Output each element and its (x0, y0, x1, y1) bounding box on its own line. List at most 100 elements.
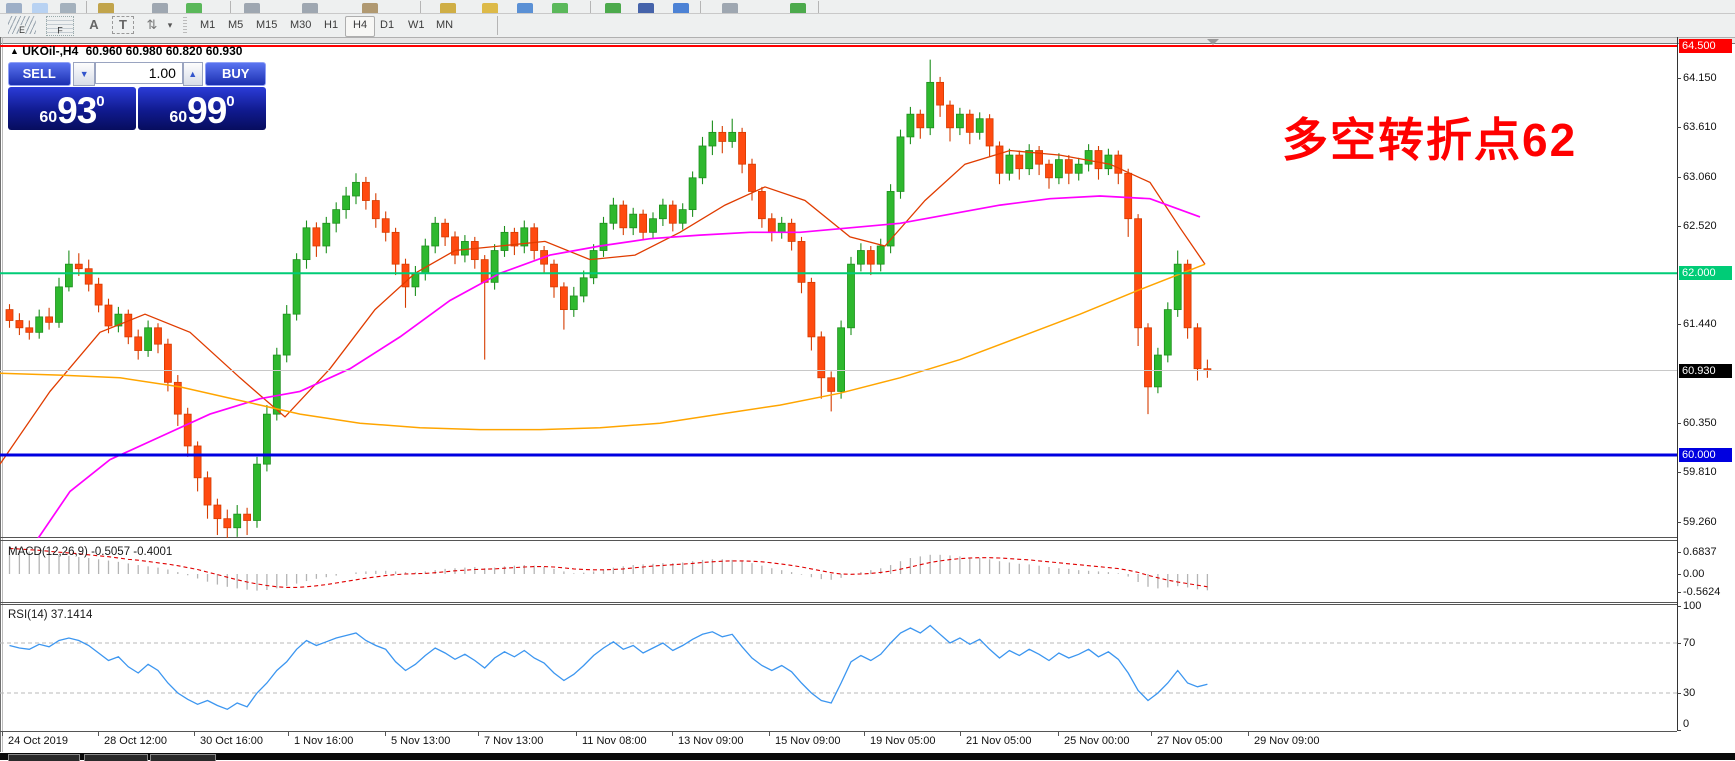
indicator-icon[interactable] (638, 3, 654, 13)
news-icon[interactable] (517, 3, 533, 13)
bottom-status-strip (0, 753, 1735, 760)
time-axis-tick (385, 732, 386, 736)
macd-indicator-chart[interactable] (0, 540, 1677, 602)
sell-price-big: 93 (57, 90, 97, 131)
time-axis-tick (960, 732, 961, 736)
timeframe-m1-button[interactable]: M1 (200, 19, 216, 31)
toolbar-separator (230, 1, 231, 13)
panel-divider (0, 602, 1677, 603)
time-axis-label: 27 Nov 05:00 (1157, 735, 1223, 747)
arrows-dropdown-icon[interactable]: ▾ (167, 20, 173, 30)
time-axis-tick (1248, 732, 1249, 736)
time-axis-label: 28 Oct 12:00 (104, 735, 167, 747)
rsi-title: RSI(14) 37.1414 (8, 609, 93, 621)
sell-price-button[interactable]: 60 93 0 (8, 87, 136, 130)
time-axis-label: 7 Nov 13:00 (484, 735, 544, 747)
elliott-wave-tool-icon[interactable]: E (8, 16, 36, 35)
sell-price-pip: 0 (96, 93, 105, 110)
chart-type-icon[interactable] (152, 3, 168, 13)
price-badge: 60.000 (1679, 448, 1732, 463)
add-chart-icon[interactable] (186, 3, 202, 13)
time-axis-label: 21 Nov 05:00 (966, 735, 1032, 747)
bottom-tab[interactable] (150, 754, 216, 761)
bottom-tab[interactable] (8, 754, 80, 761)
timeframe-m5-button[interactable]: M5 (228, 19, 244, 31)
charts-window-icon[interactable] (6, 3, 22, 13)
macd-axis-label: 0.00 (1683, 568, 1705, 580)
timeframe-d1-button[interactable]: D1 (380, 19, 395, 31)
macd-axis-label: -0.5624 (1683, 585, 1721, 598)
time-axis-label: 1 Nov 16:00 (294, 735, 354, 747)
timeframe-mn-button[interactable]: MN (436, 19, 454, 31)
macd-axis-label: 0.6837 (1683, 546, 1717, 559)
rsi-axis-label: 30 (1683, 687, 1696, 699)
window-left-border-inner (2, 37, 3, 752)
volume-increase-button[interactable]: ▲ (182, 62, 203, 86)
timeframe-m30-button[interactable]: M30 (290, 19, 312, 31)
time-axis-tick (194, 732, 195, 736)
time-axis-label: 29 Nov 09:00 (1254, 735, 1320, 747)
candlestick-mode-icon[interactable] (552, 3, 568, 13)
buy-price-major: 60 (169, 109, 188, 126)
chart-annotation-text[interactable]: 多空转折点62 (1282, 114, 1578, 166)
panel-divider (0, 604, 1677, 605)
toolbar-main-row: E F A T ⇅ ▾ M1 M5 M15 M30 H1 H4 D1 W1 MN (0, 14, 1735, 38)
rsi-axis-label: 0 (1683, 718, 1690, 730)
volume-decrease-button[interactable]: ▼ (73, 62, 95, 86)
arrows-tool-icon[interactable]: ⇅ (146, 17, 158, 32)
cursor-icon[interactable] (722, 3, 738, 13)
time-axis-label: 24 Oct 2019 (8, 735, 68, 747)
axis-tick (1677, 324, 1681, 326)
text-tool-icon[interactable]: A (89, 17, 99, 32)
terminal-icon[interactable] (362, 3, 378, 13)
time-axis-tick (2, 732, 3, 736)
axis-tick (1677, 591, 1681, 593)
new-order-icon[interactable] (98, 3, 114, 13)
fibo-grid-tool-icon[interactable]: F (46, 16, 74, 36)
volume-input[interactable] (94, 62, 183, 84)
line-chart-mode-icon[interactable] (673, 3, 689, 13)
autoscroll-icon[interactable] (790, 3, 806, 13)
candlestick-chart[interactable] (0, 38, 1677, 538)
axis-tick (1677, 643, 1681, 644)
rsi-indicator-chart[interactable] (0, 604, 1677, 731)
bottom-tab[interactable] (84, 754, 148, 761)
sell-price-major: 60 (39, 109, 58, 126)
buy-button[interactable]: BUY (205, 62, 266, 86)
price-axis-label: 63.610 (1683, 120, 1717, 133)
timeframe-w1-button[interactable]: W1 (408, 19, 425, 31)
chart-top-border (0, 37, 1735, 44)
label-tool-icon[interactable]: T (112, 16, 134, 34)
ohlc-values: 60.960 60.980 60.820 60.930 (85, 44, 243, 58)
time-axis-tick (1058, 732, 1059, 736)
symbol-name: UKOil-,H4 (22, 44, 79, 58)
window-layout-icon[interactable] (244, 3, 260, 13)
sell-button[interactable]: SELL (8, 62, 71, 86)
axis-tick (1677, 522, 1681, 524)
collapse-arrow-icon[interactable]: ▲ (10, 46, 19, 56)
buy-price-big: 99 (187, 90, 227, 131)
time-axis-label: 11 Nov 08:00 (582, 735, 647, 747)
axis-tick (1677, 225, 1681, 227)
toolbar-top-row (0, 0, 1735, 14)
timeframe-h1-button[interactable]: H1 (324, 19, 339, 31)
strategy-tester-icon[interactable] (440, 3, 456, 13)
panel-divider (0, 537, 1677, 538)
axis-tick (1677, 693, 1681, 694)
toolbar-grip[interactable] (183, 17, 187, 33)
zoom-icon[interactable] (60, 3, 76, 13)
timeframe-m15-button[interactable]: M15 (256, 19, 278, 31)
axis-tick (1677, 552, 1681, 554)
one-click-trading-panel: SELL ▼ ▲ BUY 60 93 0 60 99 0 (8, 62, 266, 130)
profile-icon[interactable] (302, 3, 318, 13)
time-axis-label: 5 Nov 13:00 (391, 735, 451, 747)
timeframe-h4-button[interactable]: H4 (345, 16, 376, 37)
time-axis-label: 15 Nov 09:00 (775, 735, 841, 747)
time-axis-tick (98, 732, 99, 736)
buy-price-button[interactable]: 60 99 0 (138, 87, 266, 130)
zoom-in-icon[interactable] (605, 3, 621, 13)
tile-windows-icon[interactable] (32, 3, 48, 13)
alert-icon[interactable] (482, 3, 498, 13)
price-axis-label: 62.520 (1683, 219, 1717, 232)
time-axis-label: 30 Oct 16:00 (200, 735, 263, 747)
